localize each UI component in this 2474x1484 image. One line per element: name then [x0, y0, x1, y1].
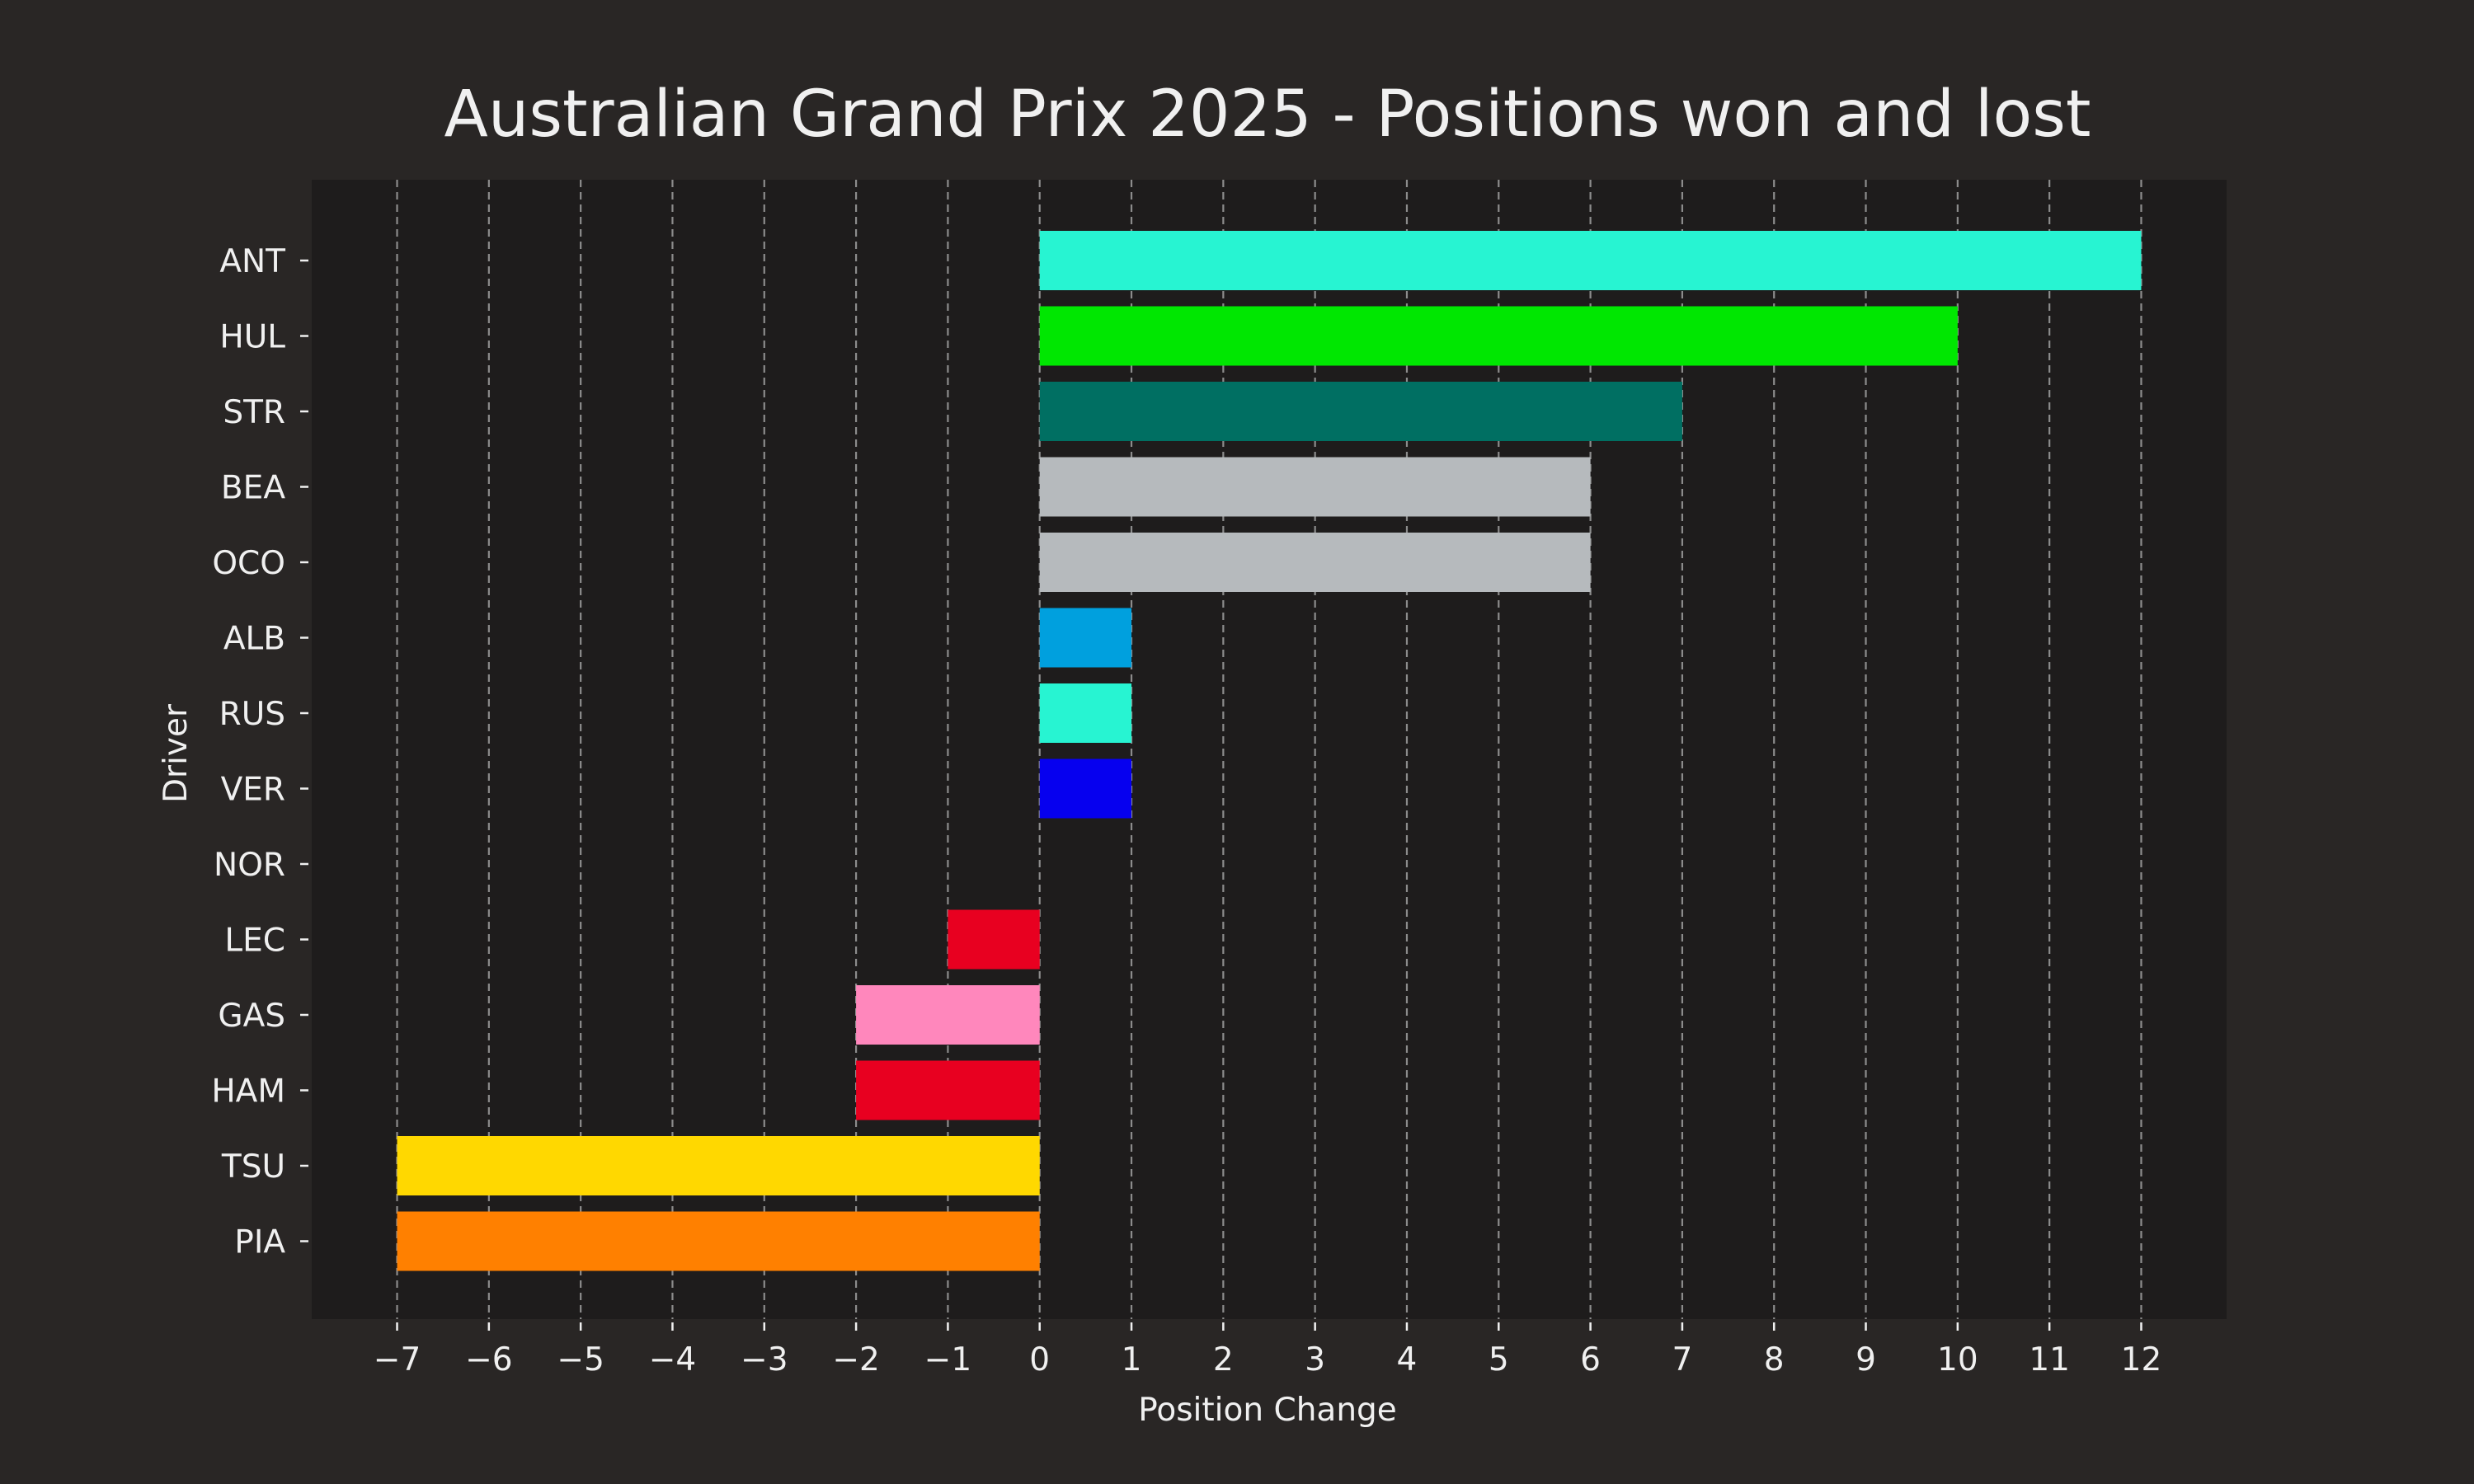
y-axis-label: Driver	[158, 703, 195, 803]
x-tick-label: −2	[832, 1341, 880, 1378]
bars	[397, 231, 2142, 1271]
y-tick-label: ANT	[219, 243, 285, 280]
bar-hul	[1039, 306, 1958, 366]
x-tick-label: 8	[1764, 1341, 1785, 1378]
x-tick-label: −5	[557, 1341, 604, 1378]
x-axis: −7 −6 −5 −4 −3 −2 −1 0 1 2 3 4 5 6 7 8 9 10 11 12	[374, 1322, 2162, 1378]
x-tick-label: −4	[649, 1341, 697, 1378]
bar-pia	[397, 1211, 1040, 1271]
y-tick-label: OCO	[212, 545, 285, 582]
x-tick-label: 2	[1213, 1341, 1234, 1378]
y-tick-label: HAM	[211, 1073, 285, 1111]
grid-lines	[396, 180, 2142, 1319]
bar-alb	[1039, 608, 1132, 668]
x-tick-label: 1	[1122, 1341, 1142, 1378]
y-tick-label: STR	[223, 394, 285, 431]
y-tick-label: ALB	[223, 621, 285, 658]
bar-tsu	[397, 1136, 1040, 1195]
chart-title: Australian Grand Prix 2025 - Positions w…	[444, 77, 2091, 152]
y-tick-label: NOR	[214, 847, 285, 884]
plot-area	[312, 180, 2227, 1319]
y-tick-label: VER	[221, 772, 285, 809]
x-tick-label: 0	[1029, 1341, 1050, 1378]
x-tick-label: 4	[1397, 1341, 1418, 1378]
y-tick-label: BEA	[221, 470, 285, 507]
y-tick-label: GAS	[218, 998, 285, 1035]
x-axis-label: Position Change	[1138, 1392, 1397, 1429]
y-tick-label: HUL	[219, 319, 285, 356]
y-tick-label: LEC	[224, 923, 285, 960]
x-tick-label: −3	[741, 1341, 788, 1378]
x-tick-label: 5	[1489, 1341, 1509, 1378]
bar-ver	[1039, 758, 1132, 819]
x-tick-label: −7	[374, 1341, 421, 1378]
x-tick-label: −1	[924, 1341, 972, 1378]
bar-ant	[1039, 231, 2142, 290]
y-tick-label: TSU	[221, 1148, 285, 1186]
bar-str	[1039, 382, 1682, 441]
bar-oco	[1039, 533, 1591, 592]
x-tick-label: 12	[2121, 1341, 2162, 1378]
bar-ham	[856, 1060, 1040, 1120]
y-tick-label: RUS	[219, 696, 285, 733]
bar-lec	[948, 909, 1040, 970]
x-tick-label: 6	[1580, 1341, 1601, 1378]
x-tick-label: 3	[1305, 1341, 1325, 1378]
y-axis: ANT HUL STR BEA OCO ALB RUS VER NOR LEC GAS HAM TSU P…	[211, 243, 308, 1261]
y-tick-label: PIA	[234, 1224, 285, 1261]
x-tick-label: 7	[1672, 1341, 1692, 1378]
bar-rus	[1039, 683, 1132, 743]
x-tick-label: 11	[2029, 1341, 2070, 1378]
x-tick-label: 10	[1937, 1341, 1978, 1378]
x-tick-label: −6	[465, 1341, 513, 1378]
bar-bea	[1039, 457, 1591, 517]
x-tick-label: 9	[1856, 1341, 1876, 1378]
bar-gas	[856, 985, 1040, 1045]
